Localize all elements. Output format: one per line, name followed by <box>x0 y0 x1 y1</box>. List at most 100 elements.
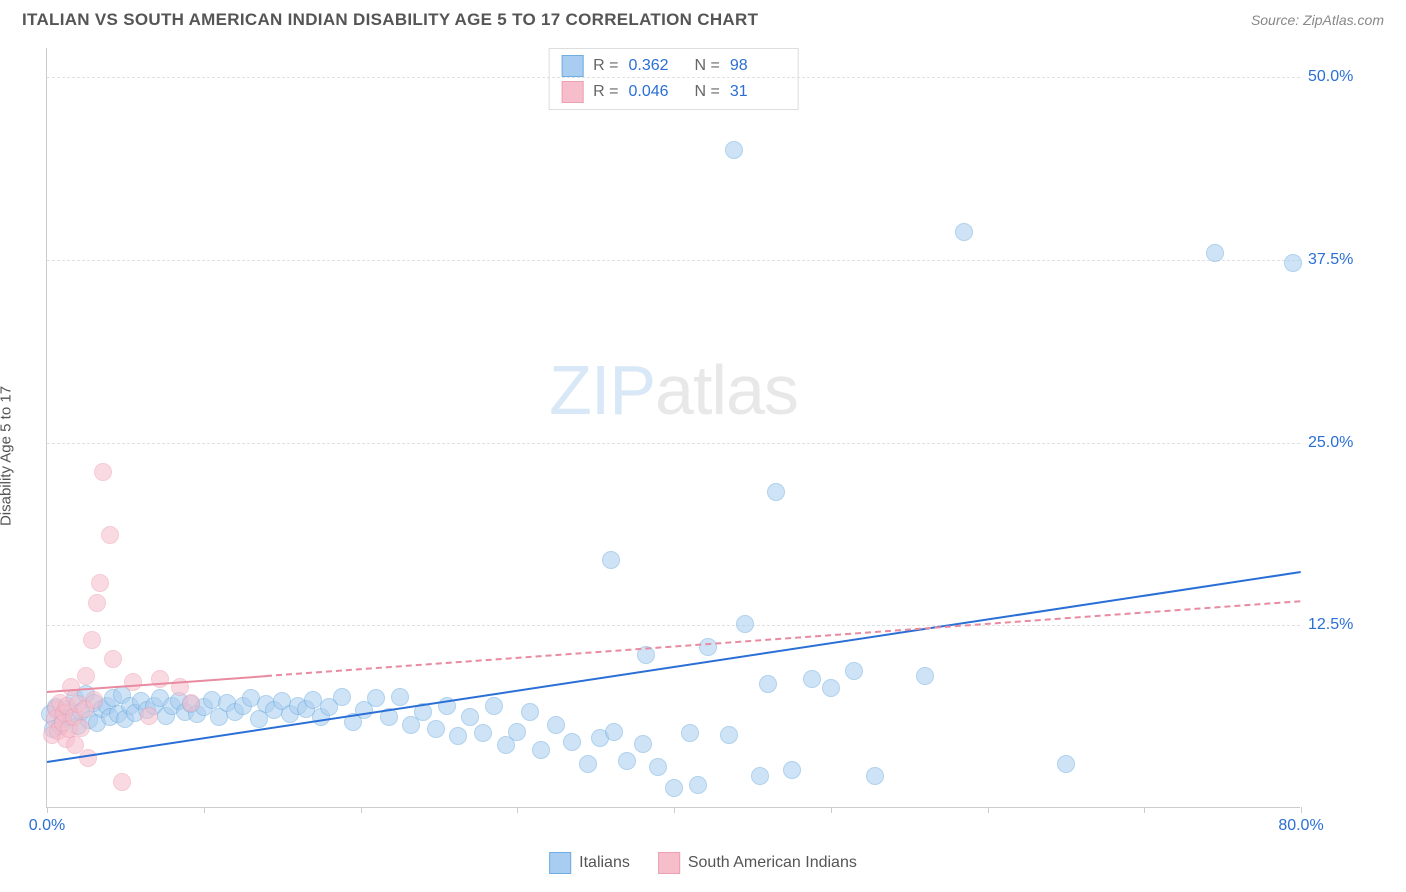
stat-n-label: N = <box>695 57 720 75</box>
legend-item-italians: Italians <box>549 852 630 874</box>
data-point <box>725 141 743 159</box>
data-point <box>822 679 840 697</box>
data-point <box>681 724 699 742</box>
watermark-atlas: atlas <box>655 351 798 429</box>
stat-r-value-sai: 0.046 <box>629 83 685 101</box>
legend-label-italians: Italians <box>579 854 630 872</box>
data-point <box>602 551 620 569</box>
data-point <box>751 767 769 785</box>
x-tick-mark <box>361 807 362 813</box>
source-label: Source: <box>1251 12 1303 28</box>
y-tick-label: 37.5% <box>1308 251 1374 269</box>
data-point <box>736 615 754 633</box>
y-tick-label: 25.0% <box>1308 434 1374 452</box>
stat-n-value-italians: 98 <box>730 57 786 75</box>
data-point <box>1057 755 1075 773</box>
data-point <box>649 758 667 776</box>
stat-n-value-sai: 31 <box>730 83 786 101</box>
data-point <box>104 650 122 668</box>
data-point <box>113 773 131 791</box>
data-point <box>1284 254 1302 272</box>
data-point <box>427 720 445 738</box>
data-point <box>85 691 103 709</box>
series-legend: Italians South American Indians <box>549 852 857 874</box>
x-tick-mark <box>204 807 205 813</box>
data-point <box>485 697 503 715</box>
data-point <box>72 719 90 737</box>
data-point <box>508 723 526 741</box>
swatch-sai <box>658 852 680 874</box>
x-tick-label: 0.0% <box>29 817 65 835</box>
chart-area: Disability Age 5 to 17 ZIPatlas R = 0.36… <box>0 36 1406 876</box>
stats-legend: R = 0.362 N = 98 R = 0.046 N = 31 <box>548 48 799 110</box>
gridline-h <box>47 625 1300 626</box>
data-point <box>449 727 467 745</box>
data-point <box>91 574 109 592</box>
data-point <box>845 662 863 680</box>
data-point <box>83 631 101 649</box>
x-tick-mark <box>1301 807 1302 813</box>
y-tick-label: 50.0% <box>1308 68 1374 86</box>
data-point <box>547 716 565 734</box>
data-point <box>803 670 821 688</box>
data-point <box>605 723 623 741</box>
y-axis-label: Disability Age 5 to 17 <box>0 386 15 526</box>
chart-header: ITALIAN VS SOUTH AMERICAN INDIAN DISABIL… <box>0 0 1406 36</box>
data-point <box>579 755 597 773</box>
data-point <box>461 708 479 726</box>
data-point <box>101 526 119 544</box>
data-point <box>124 673 142 691</box>
stat-r-label: R = <box>593 83 618 101</box>
data-point <box>474 724 492 742</box>
stats-row-italians: R = 0.362 N = 98 <box>561 53 786 79</box>
data-point <box>1206 244 1224 262</box>
data-point <box>94 463 112 481</box>
data-point <box>699 638 717 656</box>
data-point <box>182 694 200 712</box>
data-point <box>79 749 97 767</box>
trend-line <box>266 600 1301 677</box>
x-tick-mark <box>831 807 832 813</box>
data-point <box>618 752 636 770</box>
data-point <box>333 688 351 706</box>
data-point <box>689 776 707 794</box>
plot-region: ZIPatlas R = 0.362 N = 98 R = 0.046 N = … <box>46 48 1300 808</box>
data-point <box>916 667 934 685</box>
data-point <box>140 707 158 725</box>
gridline-h <box>47 443 1300 444</box>
data-point <box>759 675 777 693</box>
data-point <box>367 689 385 707</box>
stat-n-label: N = <box>695 83 720 101</box>
legend-label-sai: South American Indians <box>688 854 857 872</box>
x-tick-mark <box>1144 807 1145 813</box>
data-point <box>532 741 550 759</box>
data-point <box>521 703 539 721</box>
data-point <box>634 735 652 753</box>
y-tick-label: 12.5% <box>1308 616 1374 634</box>
data-point <box>77 667 95 685</box>
watermark-zip: ZIP <box>549 351 655 429</box>
chart-title: ITALIAN VS SOUTH AMERICAN INDIAN DISABIL… <box>22 10 758 30</box>
x-tick-label: 80.0% <box>1278 817 1323 835</box>
x-tick-mark <box>674 807 675 813</box>
data-point <box>665 779 683 797</box>
chart-source: Source: ZipAtlas.com <box>1251 12 1384 28</box>
data-point <box>62 678 80 696</box>
swatch-sai <box>561 81 583 103</box>
stats-row-sai: R = 0.046 N = 31 <box>561 79 786 105</box>
data-point <box>391 688 409 706</box>
source-name: ZipAtlas.com <box>1303 12 1384 28</box>
watermark: ZIPatlas <box>549 350 798 430</box>
legend-item-sai: South American Indians <box>658 852 857 874</box>
trend-line <box>47 571 1301 763</box>
data-point <box>866 767 884 785</box>
x-tick-mark <box>988 807 989 813</box>
data-point <box>88 594 106 612</box>
data-point <box>563 733 581 751</box>
x-tick-mark <box>47 807 48 813</box>
swatch-italians <box>561 55 583 77</box>
x-tick-mark <box>517 807 518 813</box>
data-point <box>767 483 785 501</box>
data-point <box>783 761 801 779</box>
data-point <box>720 726 738 744</box>
